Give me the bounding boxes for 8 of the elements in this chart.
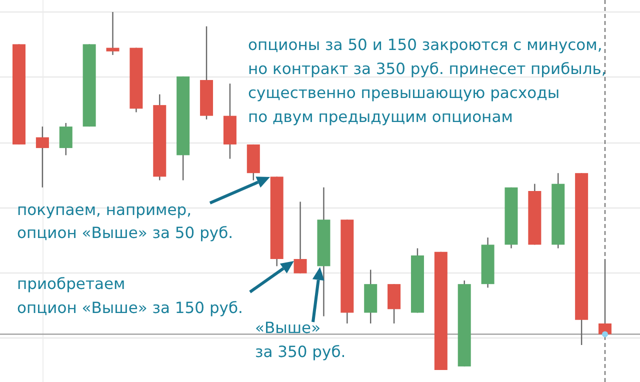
candlestick [59,122,72,156]
annotation: «Выше» за 350 руб. [255,319,346,361]
annotation: покупаем, например, опцион «Выше» за 50 руб. [17,201,234,242]
annotation: опционы за 50 и 150 закроются с минусом, но контракт за 350 руб. принесет прибыль, существенно превышающую расходы по двум предыдущим опционам [248,36,606,126]
candlestick [294,201,307,274]
candlestick [36,126,49,188]
candlestick [106,11,120,56]
annotation: приобретаем опцион «Выше» за 150 руб. [17,275,243,317]
